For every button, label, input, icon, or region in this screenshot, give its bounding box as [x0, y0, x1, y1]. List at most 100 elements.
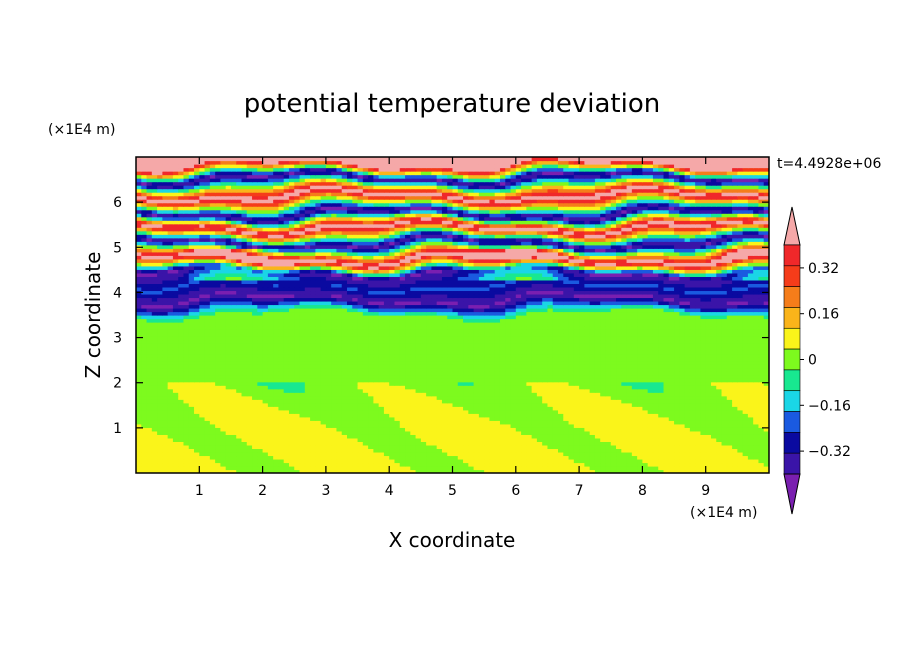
- contour-cell: [747, 329, 754, 334]
- contour-cell: [394, 343, 401, 348]
- contour-cell: [288, 367, 295, 372]
- contour-cell: [457, 357, 464, 362]
- contour-cell: [568, 444, 575, 450]
- contour-cell: [236, 448, 243, 453]
- contour-cell: [753, 392, 760, 397]
- contour-cell: [710, 399, 717, 404]
- contour-cell: [689, 388, 696, 393]
- contour-cell: [689, 406, 696, 411]
- contour-cell: [732, 427, 738, 432]
- contour-cell: [695, 336, 702, 341]
- contour-cell: [146, 388, 153, 393]
- contour-cell: [257, 353, 264, 358]
- contour-cell: [563, 462, 570, 467]
- contour-cell: [362, 339, 369, 344]
- contour-cell: [732, 406, 738, 411]
- contour-cell: [737, 371, 744, 376]
- contour-cell: [568, 430, 575, 435]
- contour-cell: [489, 392, 496, 397]
- contour-cell: [320, 399, 327, 404]
- contour-cell: [526, 458, 533, 464]
- contour-cell: [194, 469, 200, 473]
- contour-cell: [463, 325, 469, 330]
- contour-cell: [146, 378, 153, 383]
- contour-cell: [647, 469, 654, 473]
- contour-cell: [331, 420, 338, 425]
- contour-cell: [315, 441, 322, 446]
- contour-cell: [299, 367, 306, 372]
- contour-cell: [151, 399, 158, 404]
- contour-cell: [637, 406, 644, 411]
- contour-cell: [383, 329, 390, 334]
- contour-cell: [531, 434, 538, 439]
- contour-cell: [552, 339, 559, 344]
- contour-cell: [304, 371, 311, 376]
- contour-cell: [600, 381, 607, 386]
- contour-cell: [299, 455, 306, 460]
- contour-cell: [431, 392, 438, 397]
- contour-cell: [558, 455, 564, 460]
- contour-cell: [283, 346, 290, 351]
- contour-cell: [283, 360, 290, 365]
- contour-cell: [405, 367, 411, 372]
- contour-cell: [605, 357, 612, 362]
- contour-cell: [621, 371, 628, 376]
- contour-cell: [732, 374, 738, 379]
- contour-cell: [674, 378, 680, 383]
- contour-cell: [737, 441, 744, 446]
- contour-cell: [452, 339, 459, 344]
- contour-cell: [637, 402, 644, 407]
- contour-cell: [499, 413, 506, 418]
- contour-cell: [141, 448, 148, 453]
- contour-cell: [452, 346, 459, 351]
- contour-cell: [426, 465, 432, 471]
- contour-cell: [452, 388, 459, 393]
- contour-cell: [347, 346, 353, 351]
- contour-cell: [568, 343, 575, 348]
- contour-cell: [463, 343, 469, 348]
- contour-cell: [594, 353, 601, 358]
- contour-cell: [436, 343, 443, 348]
- contour-cell: [331, 343, 338, 348]
- contour-cell: [637, 465, 644, 471]
- contour-cell: [426, 378, 432, 383]
- contour-cell: [299, 462, 306, 467]
- contour-cell: [325, 434, 332, 439]
- contour-cell: [758, 444, 765, 450]
- contour-cell: [294, 458, 301, 464]
- contour-cell: [373, 388, 380, 393]
- contour-cell: [431, 402, 438, 407]
- contour-cell: [610, 329, 617, 334]
- contour-cell: [710, 385, 717, 390]
- contour-cell: [278, 325, 285, 330]
- contour-cell: [241, 409, 248, 414]
- contour-cell: [600, 434, 607, 439]
- contour-cell: [347, 388, 353, 393]
- contour-cell: [288, 353, 295, 358]
- contour-cell: [151, 339, 158, 344]
- contour-cell: [220, 420, 227, 425]
- contour-cell: [410, 406, 417, 411]
- contour-cell: [252, 395, 258, 400]
- contour-cell: [668, 437, 675, 442]
- contour-cell: [341, 343, 348, 348]
- contour-cell: [157, 409, 163, 414]
- contour-cell: [658, 343, 665, 348]
- contour-cell: [658, 448, 665, 453]
- contour-cell: [368, 406, 374, 411]
- contour-cell: [441, 402, 448, 407]
- contour-cell: [399, 343, 406, 348]
- contour-cell: [410, 423, 417, 428]
- contour-cell: [663, 469, 670, 473]
- contour-cell: [220, 350, 227, 355]
- contour-cell: [373, 444, 380, 450]
- contour-cell: [489, 332, 496, 337]
- contour-cell: [658, 350, 665, 355]
- contour-cell: [721, 409, 728, 414]
- contour-cell: [320, 357, 327, 362]
- contour-cell: [668, 378, 675, 383]
- contour-cell: [536, 360, 543, 365]
- contour-cell: [626, 465, 633, 471]
- contour-cell: [484, 339, 491, 344]
- contour-cell: [605, 343, 612, 348]
